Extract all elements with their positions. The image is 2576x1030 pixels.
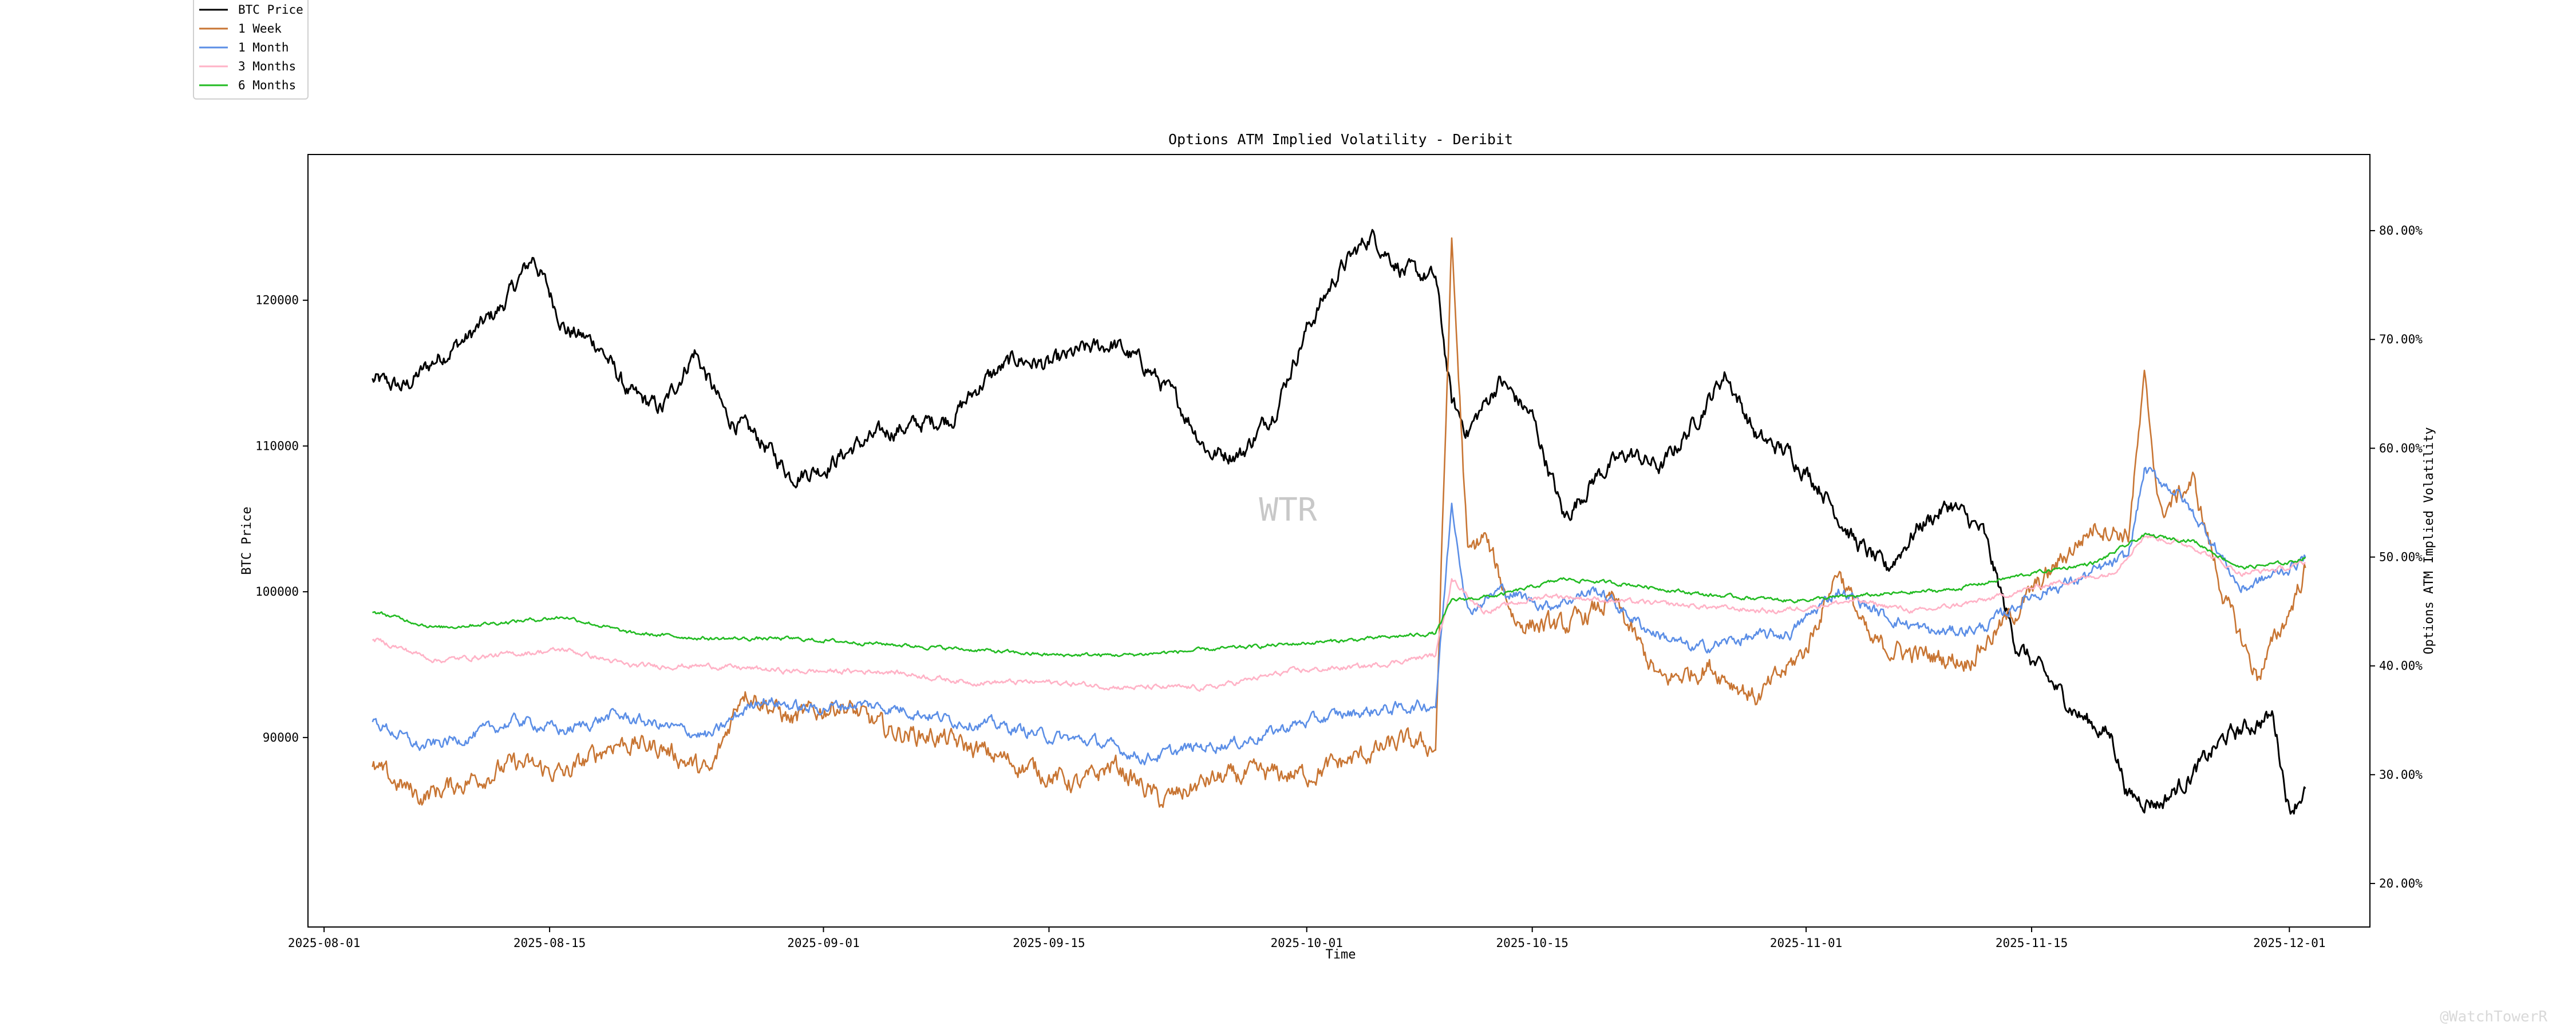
y-right-tick-label: 50.00%: [2379, 550, 2423, 564]
x-tick-label: 2025-10-15: [1496, 936, 1568, 950]
y-right-tick-label: 70.00%: [2379, 332, 2423, 346]
legend-box: [193, 0, 309, 100]
y-axis-label-right: Options ATM Implied Volatility: [2422, 427, 2436, 654]
footer-brand: @WatchTowerR: [2440, 1008, 2547, 1025]
y-right-tick-label: 20.00%: [2379, 877, 2423, 890]
plot-frame: [307, 154, 2370, 928]
y-right-tick-label: 30.00%: [2379, 768, 2423, 782]
series-line-6-months: [372, 532, 2306, 657]
x-tick-label: 2025-11-15: [1996, 936, 2068, 950]
x-axis-label: Time: [1326, 948, 1356, 962]
legend-label: 1 Month: [238, 41, 289, 54]
x-tick-label: 2025-09-15: [1013, 936, 1085, 950]
x-tick-label: 2025-08-01: [288, 936, 360, 950]
y-left-tick-label: 90000: [263, 731, 299, 744]
legend-label: 3 Months: [238, 60, 296, 73]
y-left-tick-label: 100000: [255, 585, 299, 599]
y-left-tick-label: 110000: [255, 439, 299, 453]
x-tick-label: 2025-09-01: [787, 936, 859, 950]
legend-label: 1 Week: [238, 22, 282, 35]
series-line-btc-price: [372, 229, 2306, 815]
y-right-tick-label: 80.00%: [2379, 224, 2423, 237]
legend-label: 6 Months: [238, 78, 296, 92]
x-tick-label: 2025-08-15: [513, 936, 586, 950]
x-tick-label: 2025-12-01: [2253, 936, 2325, 950]
watermark: WTR: [1259, 492, 1317, 529]
y-left-tick-label: 120000: [255, 294, 299, 307]
x-tick-label: 2025-10-01: [1271, 936, 1343, 950]
x-tick-label: 2025-11-01: [1770, 936, 1842, 950]
y-right-tick-label: 40.00%: [2379, 659, 2423, 673]
series-line-3-months: [372, 534, 2306, 692]
chart-title: Options ATM Implied Volatility - Deribit: [1168, 131, 1513, 148]
series-line-1-week: [372, 237, 2306, 808]
legend-label: BTC Price: [238, 3, 303, 17]
y-axis-label-left: BTC Price: [240, 506, 254, 575]
series-line-1-month: [372, 466, 2306, 766]
y-right-tick-label: 60.00%: [2379, 441, 2423, 455]
